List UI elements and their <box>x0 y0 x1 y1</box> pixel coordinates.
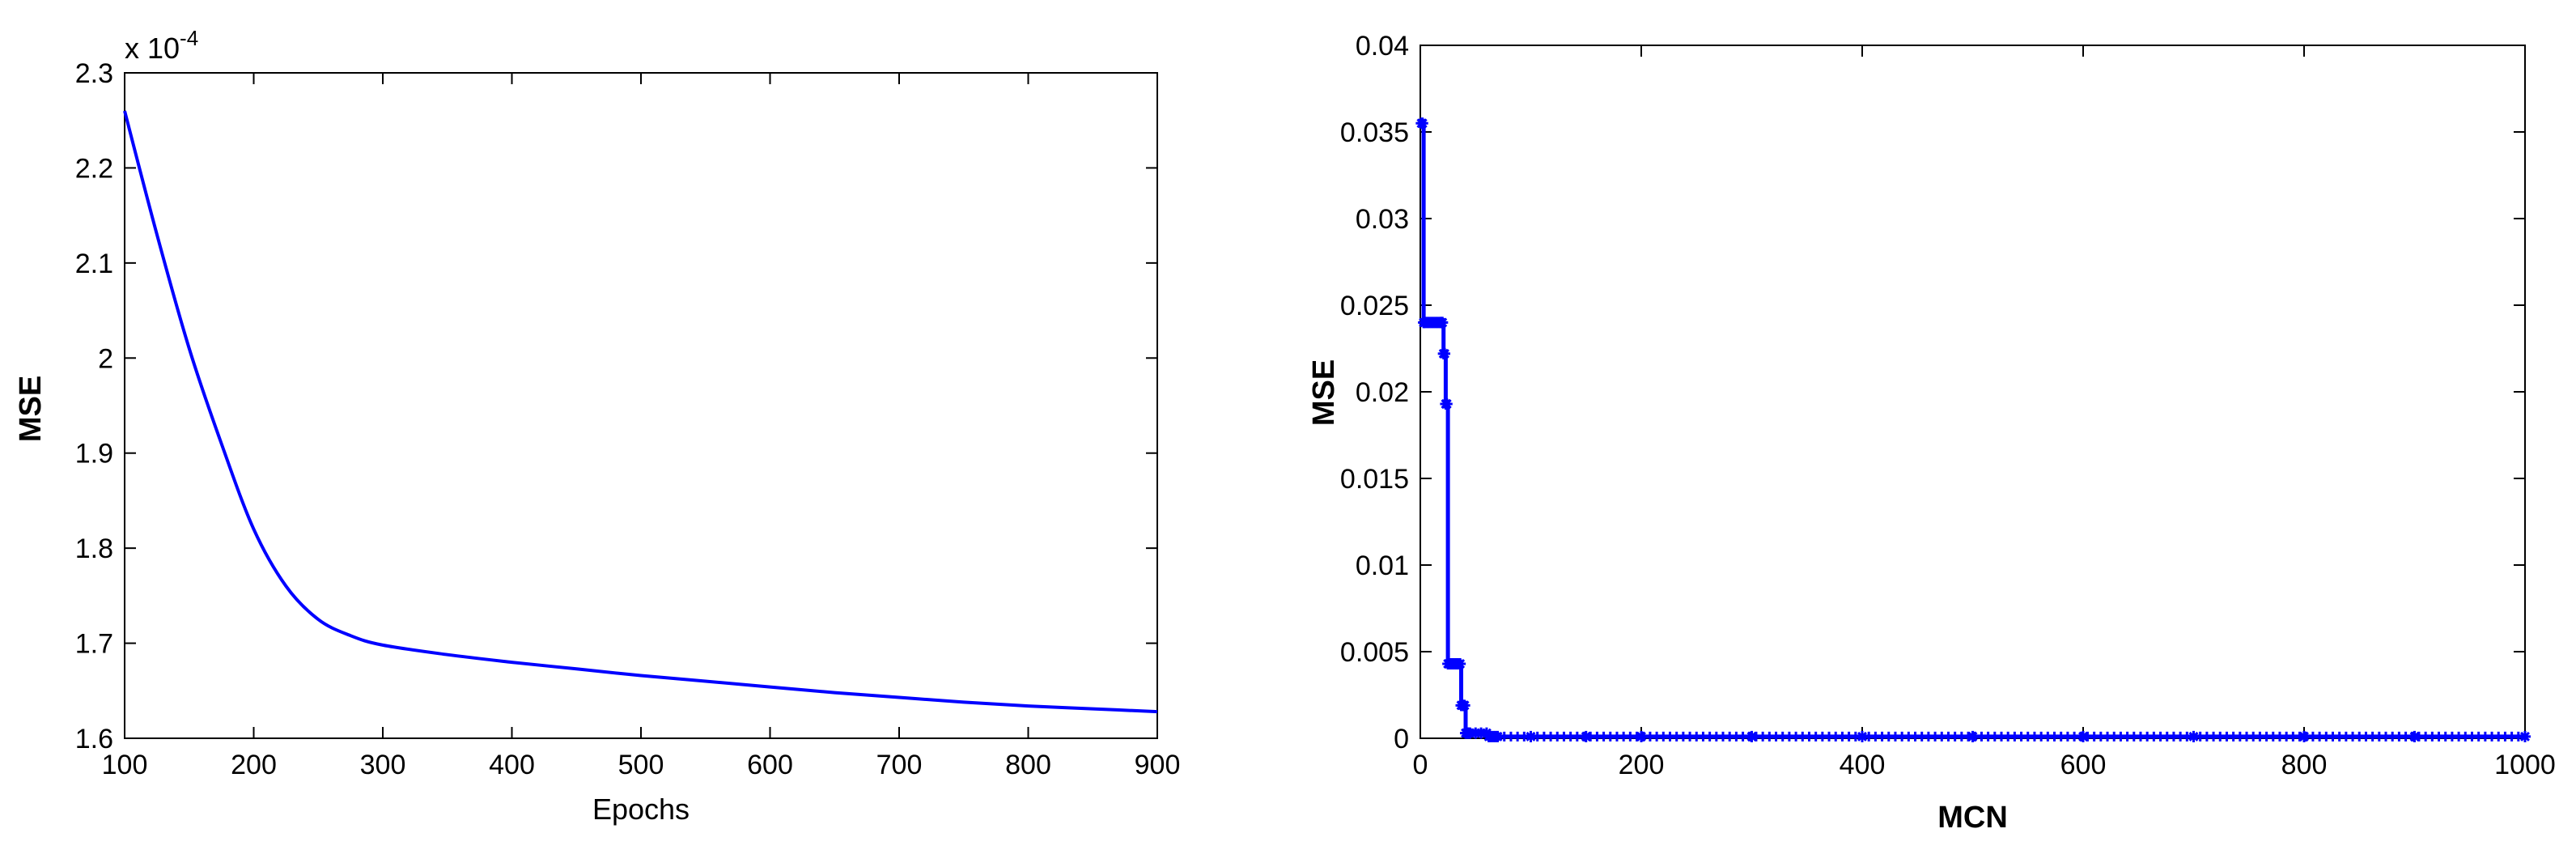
x-tick-label: 500 <box>618 750 664 780</box>
y-tick-label: 1.9 <box>75 439 113 470</box>
x-tick-labels: 100 200 300 400 500 600 700 800 900 <box>102 750 1181 780</box>
y-axis-title: MSE <box>14 376 48 442</box>
x-tick-label: 600 <box>747 750 793 780</box>
tick-marks <box>124 72 1158 739</box>
plot-frame <box>124 72 1158 739</box>
y-tick-label: 0.02 <box>1356 377 1409 408</box>
y-tick-label: 2.1 <box>75 249 113 279</box>
x-tick-label: 200 <box>1619 750 1665 780</box>
data-point-marker <box>1967 730 1979 742</box>
series-markers <box>1415 117 2531 742</box>
y-tick-label: 1.7 <box>75 629 113 660</box>
y-tick-labels: 1.6 1.7 1.8 1.9 2 2.1 2.2 2.3 <box>75 58 113 754</box>
x-tick-label: 1000 <box>2494 750 2556 780</box>
x-tick-label: 400 <box>489 750 535 780</box>
series-line <box>123 110 1158 714</box>
data-point-marker <box>1439 347 1451 359</box>
y-tick-labels: 0 0.005 0.01 0.015 0.02 0.025 0.03 0.035 0.04 <box>1340 31 1409 754</box>
x-tick-label: 800 <box>1005 750 1051 780</box>
y-tick-label: 0.025 <box>1340 291 1409 321</box>
data-point-marker <box>1454 657 1466 669</box>
plot-frame <box>1420 45 2526 739</box>
data-point-marker <box>1458 699 1470 712</box>
y-tick-label: 0 <box>1394 724 1409 754</box>
y-tick-label: 1.6 <box>75 724 113 754</box>
y-tick-label: 0.01 <box>1356 550 1409 581</box>
y-tick-label: 0.035 <box>1340 117 1409 148</box>
x-tick-label: 900 <box>1135 750 1181 780</box>
y-tick-label: 2.3 <box>75 58 113 89</box>
data-point-marker <box>1416 117 1428 130</box>
data-point-marker <box>1580 730 1592 742</box>
x-tick-label: 400 <box>1840 750 1886 780</box>
y-tick-label: 2.2 <box>75 153 113 184</box>
x-tick-labels: 0 200 400 600 800 1000 <box>1413 750 2556 780</box>
x-axis-title: MCN <box>1937 801 2008 835</box>
data-point-marker <box>1437 317 1449 329</box>
y-tick-label: 0.015 <box>1340 464 1409 495</box>
data-point-marker <box>2298 730 2310 742</box>
x-tick-label: 0 <box>1413 750 1428 780</box>
x-tick-label: 700 <box>876 750 923 780</box>
data-point-marker <box>1746 730 1758 742</box>
series-line <box>1421 121 2525 739</box>
y-tick-label: 0.03 <box>1356 204 1409 235</box>
y-tick-label: 2 <box>98 343 113 374</box>
y-exponent-label: x 10-4 <box>125 26 198 65</box>
data-point-marker <box>1636 730 1647 742</box>
x-tick-label: 300 <box>360 750 406 780</box>
x-tick-label: 600 <box>2060 750 2107 780</box>
y-tick-label: 0.005 <box>1340 637 1409 668</box>
x-tick-label: 200 <box>231 750 277 780</box>
data-point-marker <box>2077 730 2089 742</box>
x-tick-label: 100 <box>102 750 148 780</box>
chart-epochs-mse: 100 200 300 400 500 600 700 800 900 1.6 1.7 1.8 1.9… <box>14 26 1180 826</box>
x-tick-label: 800 <box>2281 750 2328 780</box>
y-tick-label: 0.04 <box>1356 31 1409 62</box>
chart-mcn-mse: 0 200 400 600 800 1000 0 0.005 0.01 0.015 0.02 0.0… <box>1307 31 2556 835</box>
y-axis-title: MSE <box>1307 359 1341 426</box>
tick-marks <box>1420 45 2526 739</box>
data-point-marker <box>2408 730 2421 742</box>
x-axis-title: Epochs <box>592 793 690 826</box>
y-tick-label: 1.8 <box>75 533 113 564</box>
data-point-marker <box>1441 397 1453 410</box>
